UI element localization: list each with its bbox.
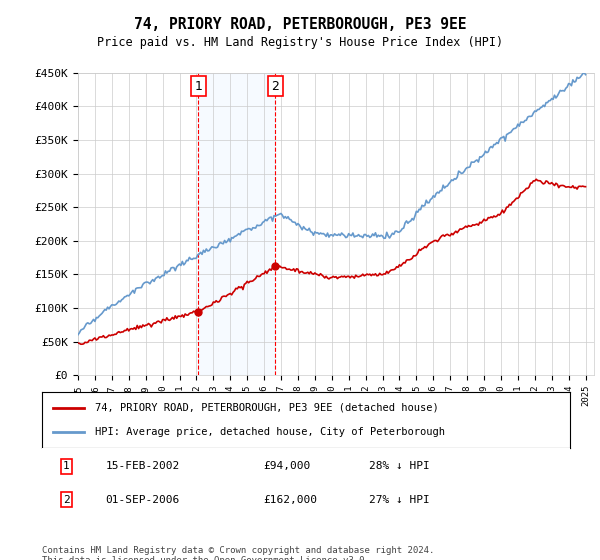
- Text: 27% ↓ HPI: 27% ↓ HPI: [370, 494, 430, 505]
- Text: 28% ↓ HPI: 28% ↓ HPI: [370, 461, 430, 472]
- Bar: [199, 73, 275, 375]
- Text: 74, PRIORY ROAD, PETERBOROUGH, PE3 9EE: 74, PRIORY ROAD, PETERBOROUGH, PE3 9EE: [134, 17, 466, 32]
- Text: HPI: Average price, detached house, City of Peterborough: HPI: Average price, detached house, City…: [95, 427, 445, 437]
- Text: 74, PRIORY ROAD, PETERBOROUGH, PE3 9EE (detached house): 74, PRIORY ROAD, PETERBOROUGH, PE3 9EE (…: [95, 403, 439, 413]
- Text: 15-FEB-2002: 15-FEB-2002: [106, 461, 179, 472]
- Text: Price paid vs. HM Land Registry's House Price Index (HPI): Price paid vs. HM Land Registry's House …: [97, 36, 503, 49]
- Text: Contains HM Land Registry data © Crown copyright and database right 2024.
This d: Contains HM Land Registry data © Crown c…: [42, 546, 434, 560]
- Text: 2: 2: [63, 494, 70, 505]
- Text: 1: 1: [63, 461, 70, 472]
- Text: £94,000: £94,000: [264, 461, 311, 472]
- Text: 2: 2: [271, 80, 280, 93]
- Text: £162,000: £162,000: [264, 494, 318, 505]
- Text: 1: 1: [194, 80, 202, 93]
- Text: 01-SEP-2006: 01-SEP-2006: [106, 494, 179, 505]
